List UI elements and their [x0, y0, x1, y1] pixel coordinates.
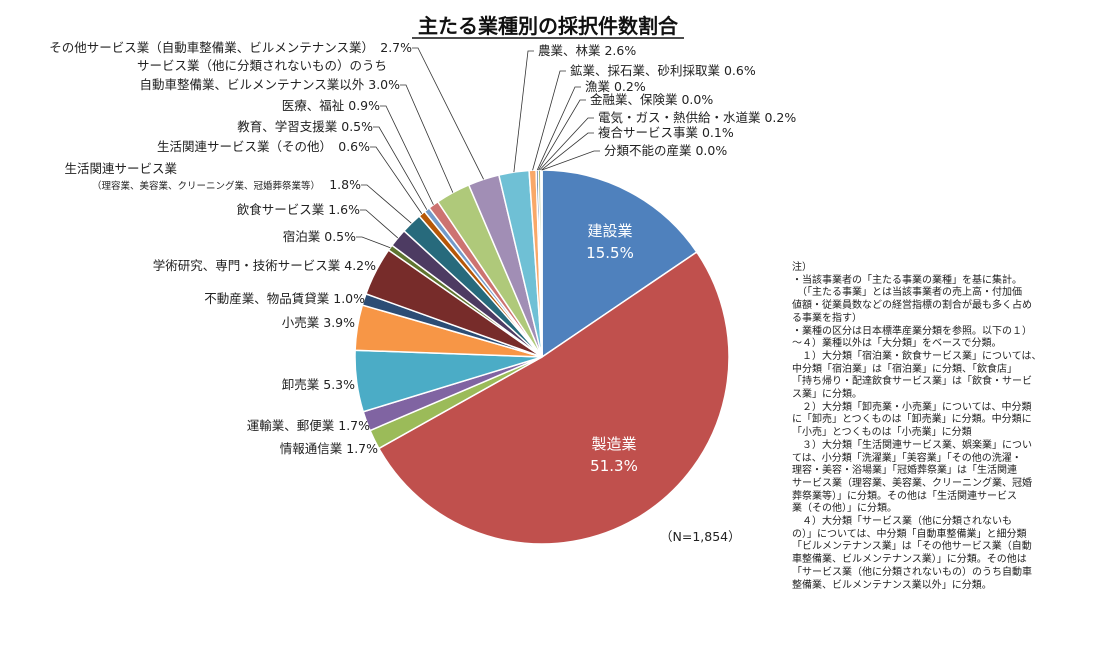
outside-labels: その他サービス業（自動車整備業、ビルメンテナンス業） 2.7% サービス業（他に分…: [49, 40, 796, 456]
leader-line-20: [538, 99, 586, 171]
leader-line-21: [539, 117, 594, 171]
slice-name-1: 製造業: [591, 435, 636, 453]
leader-line-22: [541, 132, 594, 171]
leader-line-18: [532, 70, 566, 171]
slice-label-8: 1.8%: [329, 177, 361, 192]
leader-line-8: [361, 184, 412, 224]
slice-label-1: サービス業（他に分類されないもの）のうち: [137, 58, 387, 73]
slice-label-14: 卸売業 5.3%: [282, 377, 355, 392]
slice-label-17: 農業、林業 2.6%: [538, 43, 636, 58]
slice-label-4: 教育、学習支援業 0.5%: [237, 119, 373, 134]
slice-label-21: 電気・ガス・熱供給・水道業 0.2%: [598, 110, 796, 125]
slice-label-20: 金融業、保険業 0.0%: [590, 92, 713, 107]
leader-line-3: [380, 105, 434, 205]
slice-label-12: 不動産業、物品賃貸業 1.0%: [204, 291, 365, 306]
slice-value-1: 51.3%: [590, 457, 638, 475]
slice-label-9: 飲食サービス業 1.6%: [237, 202, 360, 217]
leader-line-5: [370, 146, 423, 214]
leader-line-4: [373, 126, 428, 210]
pie-slice-0: [541, 169, 698, 359]
slice-label-0: その他サービス業（自動車整備業、ビルメンテナンス業） 2.7%: [49, 40, 412, 55]
leader-line-10: [356, 236, 391, 249]
slice-label-5: 生活関連サービス業（その他） 0.6%: [157, 139, 370, 154]
slice-label-23: 分類不能の産業 0.0%: [604, 143, 727, 158]
slice-label-18: 鉱業、採石業、砂利採取業 0.6%: [570, 63, 756, 78]
slice-label-7: （理容業、美容業、クリーニング業、冠婚葬祭業等）: [92, 180, 320, 192]
slice-label-10: 宿泊業 0.5%: [283, 229, 356, 244]
slice-name-0: 建設業: [587, 222, 632, 240]
slice-label-2: 自動車整備業、ビルメンテナンス業以外 3.0%: [140, 77, 401, 92]
slice-label-3: 医療、福祉 0.9%: [282, 98, 380, 113]
leader-line-17: [513, 50, 534, 173]
chart-note: 注） ・当該事業者の「主たる事業の業種」を基に集計。 （「主たる事業」とは当該事…: [792, 262, 1042, 591]
sample-size: （N=1,854）: [660, 529, 741, 544]
slice-label-6: 生活関連サービス業: [64, 161, 177, 176]
leader-line-19: [536, 86, 581, 171]
leader-line-0: [412, 47, 484, 180]
slice-label-15: 運輸業、郵便業 1.7%: [247, 418, 370, 433]
pie-slice-1: [377, 250, 730, 545]
slice-label-19: 漁業 0.2%: [585, 79, 646, 94]
chart-title: 主たる業種別の採択件数割合: [418, 14, 679, 38]
leader-line-9: [360, 209, 399, 239]
slice-label-22: 複合サービス事業 0.1%: [598, 125, 734, 140]
slice-value-0: 15.5%: [586, 244, 634, 262]
pie-slices: [354, 169, 730, 545]
leader-line-2: [400, 84, 454, 193]
slice-label-11: 学術研究、専門・技術サービス業 4.2%: [153, 258, 376, 273]
slice-label-13: 小売業 3.9%: [282, 315, 355, 330]
leader-line-23: [541, 150, 600, 171]
slice-label-16: 情報通信業 1.7%: [280, 441, 378, 456]
